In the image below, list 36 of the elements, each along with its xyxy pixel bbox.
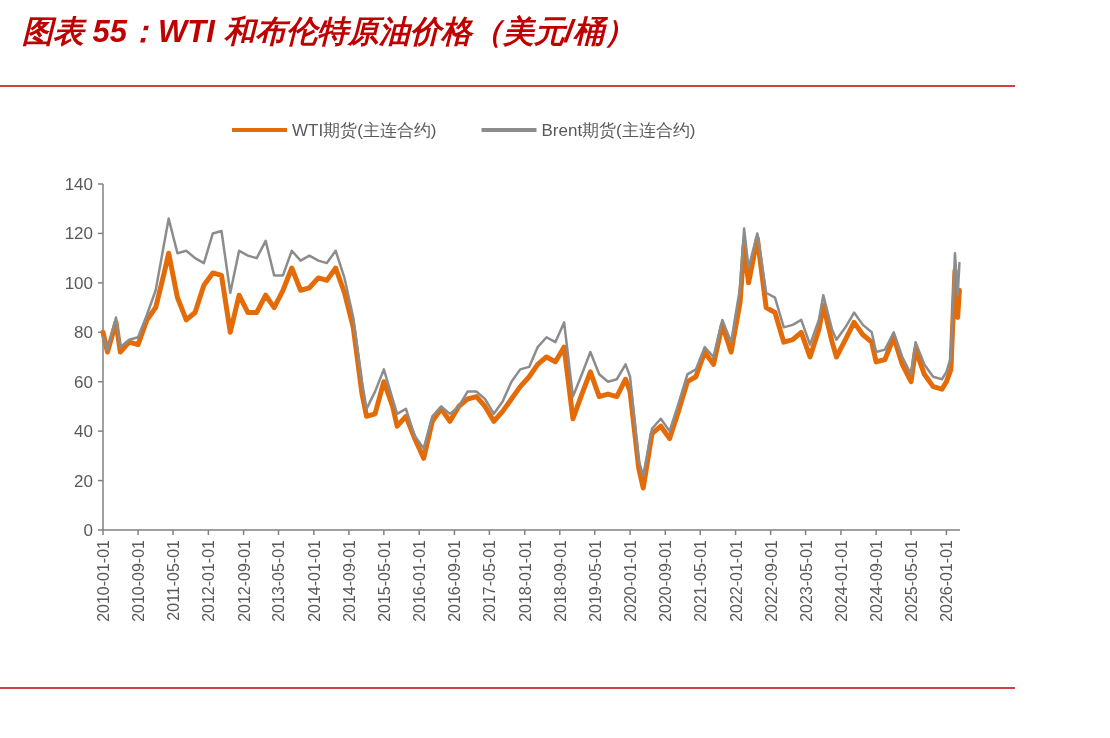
chart-title: 图表 55：WTI 和布伦特原油价格（美元/桶） (22, 14, 636, 49)
x-tick-label: 2014-09-01 (340, 539, 358, 622)
x-tick-label: 2025-05-01 (903, 539, 921, 622)
x-tick-label: 2017-05-01 (481, 539, 499, 622)
x-tick-label: 2012-09-01 (235, 539, 253, 622)
x-tick-label: 2022-09-01 (762, 539, 780, 622)
y-tick-label: 100 (64, 273, 93, 293)
x-tick-label: 2016-09-01 (446, 539, 464, 622)
x-tick-label: 2021-05-01 (692, 539, 710, 622)
y-tick-label: 120 (64, 224, 93, 244)
x-tick-label: 2018-01-01 (516, 539, 534, 622)
y-tick-label: 140 (64, 175, 93, 194)
x-tick-label: 2019-05-01 (586, 539, 604, 622)
x-tick-label: 2010-09-01 (130, 539, 148, 622)
y-tick-label: 0 (83, 521, 93, 540)
x-tick-label: 2020-09-01 (657, 539, 675, 622)
x-tick-label: 2012-01-01 (200, 539, 218, 622)
x-tick-label: 2018-09-01 (551, 539, 569, 622)
legend-label: Brent期货(主连合约) (541, 121, 696, 140)
x-tick-label: 2010-01-01 (95, 539, 112, 622)
x-tick-label: 2016-01-01 (411, 539, 429, 622)
x-tick-label: 2026-01-01 (938, 539, 956, 622)
x-tick-label: 2024-09-01 (868, 539, 886, 622)
x-tick-label: 2020-01-01 (622, 539, 640, 622)
x-tick-label: 2024-01-01 (832, 539, 850, 622)
y-tick-label: 40 (74, 422, 93, 442)
x-tick-label: 2011-05-01 (165, 539, 182, 621)
x-tick-label: 2015-05-01 (375, 539, 393, 622)
x-tick-label: 2013-05-01 (270, 539, 288, 622)
y-tick-label: 20 (74, 471, 93, 491)
legend-label: WTI期货(主连合约) (292, 121, 437, 140)
y-tick-label: 60 (74, 372, 93, 392)
x-tick-label: 2023-05-01 (797, 539, 815, 622)
y-tick-label: 80 (74, 323, 93, 343)
x-tick-label: 2014-01-01 (305, 539, 323, 622)
x-tick-label: 2022-01-01 (727, 539, 745, 622)
